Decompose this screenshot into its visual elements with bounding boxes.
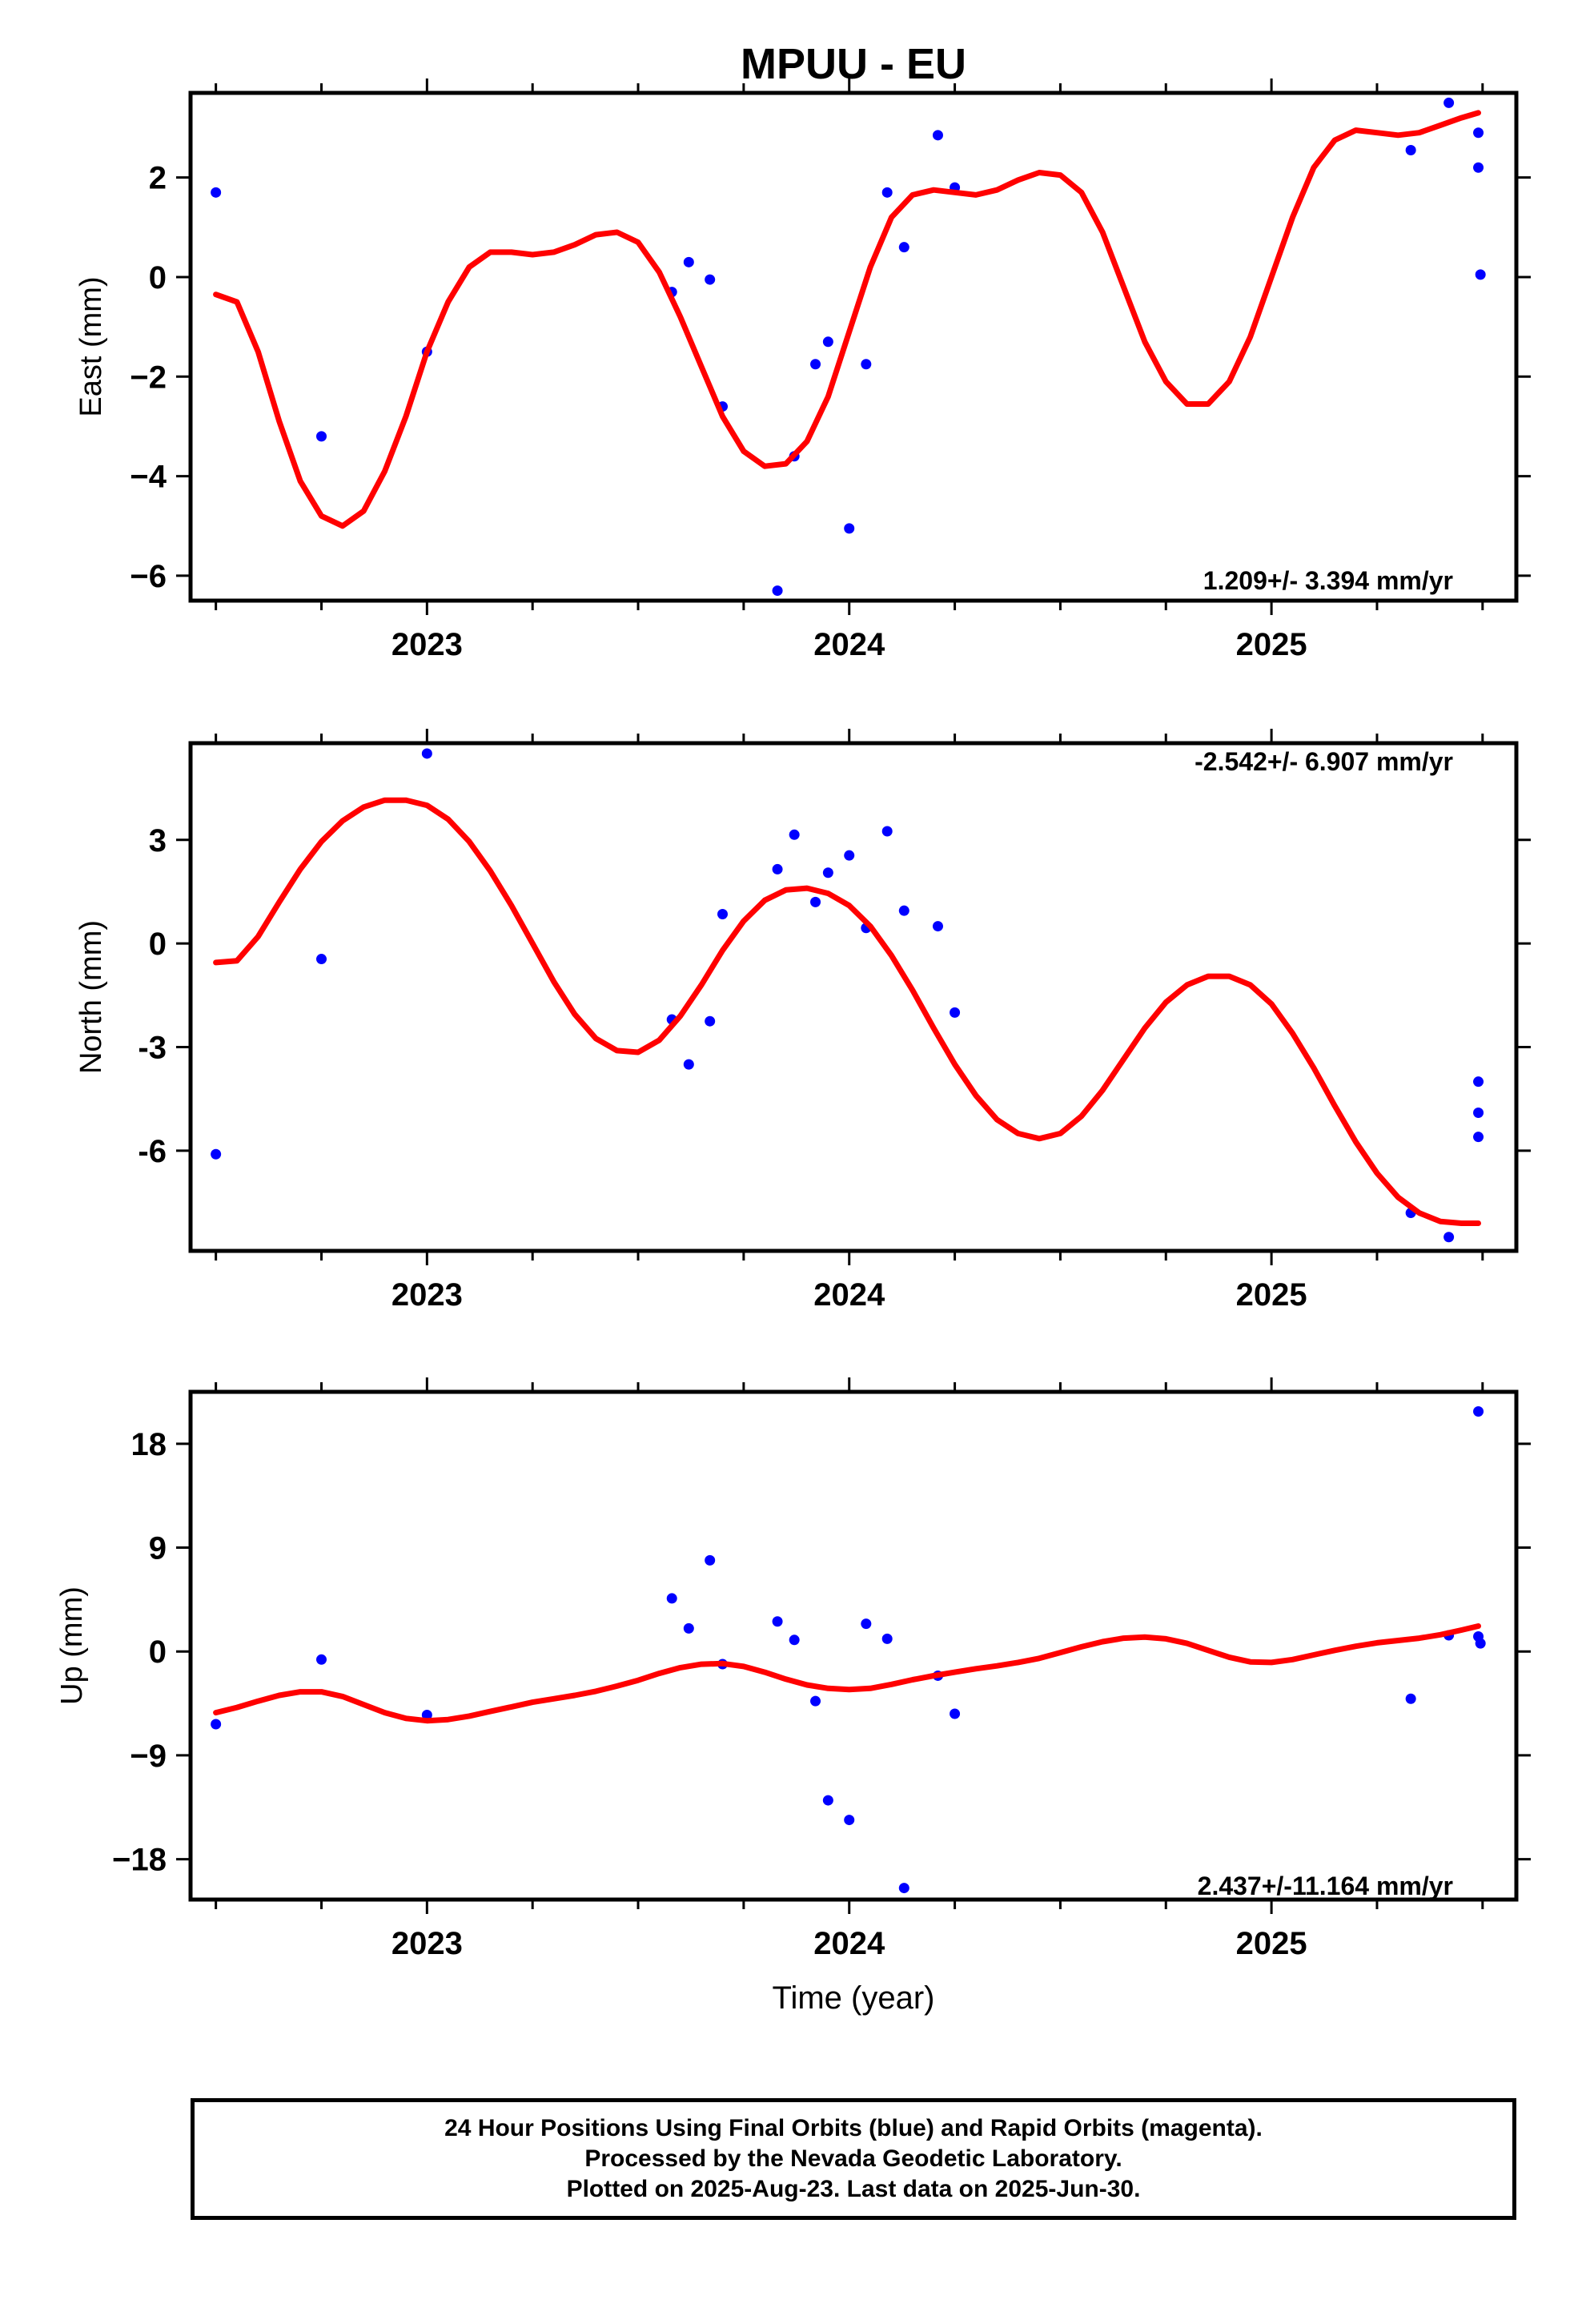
east-data-point [898,242,909,253]
up-data-point [1475,1638,1486,1649]
up-data-point [950,1708,961,1719]
north-data-point [772,863,783,875]
north-data-point [898,905,909,916]
footer-caption-box: 24 Hour Positions Using Final Orbits (bl… [191,2098,1516,2220]
up-y-tick-label: 0 [149,1634,167,1670]
north-x-tick-label: 2024 [813,1277,885,1313]
north-data-point [822,867,833,879]
footer-line-processor: Processed by the Nevada Geodetic Laborat… [584,2145,1122,2172]
north-data-point [810,896,821,907]
north-y-tick-label: -3 [138,1031,167,1066]
up-y-tick-label: 18 [131,1427,167,1462]
up-y-tick-label: −18 [112,1843,167,1878]
up-y-tick-label: −9 [130,1739,167,1774]
east-data-point [822,336,833,348]
east-data-point [861,359,872,370]
east-x-tick-label: 2025 [1236,627,1307,662]
east-y-tick-label: 2 [149,161,167,196]
up-x-tick-label: 2023 [391,1926,463,1961]
up-rate-label: 2.437+/-11.164 mm/yr [1198,1872,1453,1900]
east-y-tick-label: −2 [130,360,167,395]
up-panel: Up (mm) 2.437+/-11.164 mm/yr 2023 2024 202… [55,1377,1531,1961]
north-ylabel: North (mm) [74,920,108,1074]
east-y-tick-label: −6 [130,559,167,594]
north-data-point [1473,1076,1484,1088]
chart-title: MPUU - EU [741,40,966,88]
east-data-point [772,585,783,597]
east-panel: East (mm) 1.209+/- 3.394 mm/yr 2023 2024 2… [74,78,1531,662]
up-data-point [822,1795,833,1806]
north-model-curve [213,797,1481,1226]
up-data-point [844,1815,855,1826]
north-data-point [421,748,432,759]
up-data-point [666,1593,677,1604]
up-x-tick-label: 2025 [1236,1926,1307,1961]
north-rate-label: -2.542+/- 6.907 mm/yr [1195,747,1453,776]
north-data-point [315,954,327,965]
east-data-point [1405,144,1416,155]
up-data-point [772,1616,783,1627]
north-data-point [1443,1232,1455,1243]
east-ylabel: East (mm) [74,276,108,416]
up-data-point [1473,1405,1484,1417]
up-x-tick-label: 2024 [813,1926,885,1961]
footer-line-dates: Plotted on 2025-Aug-23. Last data on 202… [566,2176,1141,2202]
north-data-point [717,908,729,919]
up-data-point [211,1719,222,1730]
north-y-tick-label: -6 [138,1134,167,1169]
east-model-curve [213,110,1481,529]
east-data-point [810,359,821,370]
up-data-point [683,1622,694,1634]
north-y-tick-label: 0 [149,927,167,962]
up-data-point [705,1554,716,1566]
north-data-point [881,826,893,837]
north-panel: North (mm) -2.542+/- 6.907 mm/yr 2023 202… [74,729,1531,1313]
up-model-curve [213,1623,1481,1724]
east-data-point [1473,127,1484,139]
east-data-point [211,187,222,198]
north-data-point [789,829,800,840]
north-data-point [1473,1107,1484,1118]
north-x-tick-label: 2023 [391,1277,463,1313]
east-data-point [932,130,943,141]
north-x-tick-label: 2025 [1236,1277,1307,1313]
north-y-tick-label: 3 [149,823,167,858]
east-data-point [844,523,855,534]
up-data-point [861,1618,872,1630]
up-data-point [1405,1693,1416,1704]
east-x-tick-label: 2024 [813,627,885,662]
up-data-point [898,1883,909,1894]
east-x-tick-label: 2023 [391,627,463,662]
up-y-tick-label: 9 [149,1531,167,1566]
north-data-point [211,1148,222,1160]
east-data-point [315,431,327,442]
x-axis-label: Time (year) [773,1980,935,2016]
north-data-point [1473,1132,1484,1143]
east-data-point [705,274,716,285]
north-data-point [950,1007,961,1018]
north-plot-frame [188,741,1519,1253]
up-data-point [421,1709,432,1720]
north-data-point [932,921,943,932]
north-data-point [705,1015,716,1027]
east-plot-frame [188,90,1519,603]
up-ylabel: Up (mm) [55,1586,89,1705]
east-data-point [1443,97,1455,108]
footer-line-orbits: 24 Hour Positions Using Final Orbits (bl… [444,2115,1263,2141]
up-plot-frame [188,1389,1519,1902]
east-data-point [1475,269,1486,280]
east-data-point [683,256,694,267]
north-data-point [683,1059,694,1070]
north-data-point [844,850,855,861]
east-y-tick-label: −4 [130,460,167,495]
up-data-point [881,1633,893,1644]
east-rate-label: 1.209+/- 3.394 mm/yr [1203,566,1453,595]
up-data-point [810,1695,821,1707]
east-data-point [1473,162,1484,173]
up-data-point [315,1654,327,1665]
east-y-tick-label: 0 [149,260,167,296]
up-data-point [789,1634,800,1646]
east-data-point [881,187,893,198]
